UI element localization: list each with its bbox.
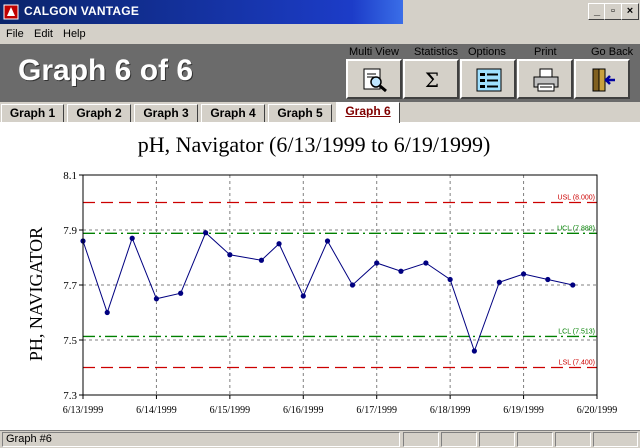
- restore-icon: ▫: [611, 5, 615, 17]
- x-tick-label: 6/15/1999: [210, 405, 251, 416]
- restore-button[interactable]: ▫: [604, 3, 622, 20]
- window-title: CALGON VANTAGE: [24, 4, 140, 18]
- control-limit-label: LSL (7.400): [559, 360, 595, 367]
- multi-view-label: Multi View: [349, 46, 399, 58]
- statistics-label: Statistics: [414, 46, 459, 58]
- menu-help[interactable]: Help: [63, 28, 86, 40]
- minimize-icon: _: [593, 5, 601, 17]
- data-point: [398, 268, 404, 274]
- title-bar: CALGON VANTAGE _ ▫ ×: [0, 0, 640, 24]
- data-point: [324, 238, 331, 244]
- x-tick-label: 6/20/1999: [577, 405, 618, 416]
- go-back-button[interactable]: [574, 59, 630, 99]
- tab-graph-6[interactable]: Graph 6: [336, 102, 400, 123]
- status-pane-2: [403, 432, 439, 447]
- tab-graph-1[interactable]: Graph 1: [1, 104, 64, 122]
- data-point: [178, 290, 184, 296]
- menu-file[interactable]: File: [6, 28, 24, 40]
- sigma-icon: Σ: [425, 68, 439, 92]
- control-limit-label: UCL (7.888): [557, 225, 595, 232]
- tab-graph-5[interactable]: Graph 5: [268, 104, 332, 122]
- status-pane-6: [555, 432, 591, 447]
- options-label: Options: [468, 46, 506, 58]
- tab-graph-3[interactable]: Graph 3: [134, 104, 198, 122]
- go-back-label: Go Back: [591, 46, 634, 58]
- x-tick-label: 6/16/1999: [283, 405, 324, 416]
- svg-text:Σ: Σ: [425, 68, 439, 92]
- exit-door-icon: [592, 68, 615, 92]
- chart-title: pH, Navigator (6/13/1999 to 6/19/1999): [138, 132, 491, 157]
- data-point: [570, 282, 576, 288]
- y-tick-label: 7.3: [63, 390, 77, 402]
- tab-graph-4[interactable]: Graph 4: [201, 104, 265, 122]
- menu-edit[interactable]: Edit: [34, 28, 53, 40]
- list-options-icon: [476, 68, 502, 92]
- x-tick-label: 6/14/1999: [136, 405, 177, 416]
- options-button[interactable]: [460, 59, 516, 99]
- data-point: [258, 257, 265, 263]
- data-point: [129, 235, 135, 241]
- status-pane-3: [441, 432, 477, 447]
- data-point: [545, 276, 551, 283]
- multi-view-button[interactable]: [346, 59, 402, 99]
- data-point: [520, 271, 527, 277]
- data-point: [423, 260, 429, 266]
- data-point: [153, 296, 160, 302]
- data-point: [104, 309, 110, 316]
- magnifier-document-icon: [363, 68, 387, 93]
- statistics-button[interactable]: Σ: [403, 59, 459, 99]
- x-tick-label: 6/17/1999: [356, 405, 397, 416]
- y-tick-label: 7.7: [63, 280, 77, 292]
- menu-bar: File Edit Help: [0, 24, 640, 44]
- control-limit-label: LCL (7.513): [558, 328, 595, 335]
- data-point: [276, 241, 282, 247]
- x-tick-label: 6/13/1999: [63, 405, 104, 416]
- graph-tabs: Graph 1 Graph 2 Graph 3 Graph 4 Graph 5 …: [0, 102, 640, 123]
- ph-control-chart: pH, Navigator (6/13/1999 to 6/19/1999) P…: [26, 132, 618, 416]
- toolbar: Graph 6 of 6 Multi View Statistics Σ Opt…: [0, 44, 640, 102]
- x-tick-label: 6/18/1999: [430, 405, 471, 416]
- x-tick-label: 6/19/1999: [503, 405, 544, 416]
- print-label: Print: [534, 46, 557, 58]
- y-tick-label: 7.5: [63, 335, 77, 347]
- tab-graph-2[interactable]: Graph 2: [67, 104, 131, 122]
- chart-area: pH, Navigator (6/13/1999 to 6/19/1999) P…: [0, 122, 640, 430]
- data-point: [471, 348, 477, 354]
- close-icon: ×: [626, 5, 634, 17]
- data-point: [300, 293, 306, 299]
- data-point: [447, 276, 453, 283]
- data-point: [374, 260, 380, 266]
- y-tick-label: 7.9: [63, 225, 77, 237]
- status-bar: Graph #6: [0, 430, 640, 448]
- data-point: [349, 282, 356, 288]
- status-pane-7: [593, 432, 638, 447]
- y-axis-label: PH, NAVIGATOR: [26, 227, 46, 361]
- graph-counter-title: Graph 6 of 6: [18, 54, 194, 87]
- status-pane-5: [517, 432, 553, 447]
- printer-icon: [533, 68, 559, 92]
- app-icon: [3, 4, 19, 20]
- status-pane-4: [479, 432, 515, 447]
- plot-frame: [82, 174, 598, 396]
- status-text: Graph #6: [2, 432, 400, 447]
- data-point: [496, 279, 502, 285]
- data-point: [227, 252, 233, 258]
- data-point: [203, 230, 209, 236]
- y-tick-label: 8.1: [63, 170, 77, 182]
- control-limit-label: USL (8.000): [558, 195, 595, 202]
- print-button[interactable]: [517, 59, 573, 99]
- close-button[interactable]: ×: [621, 3, 639, 20]
